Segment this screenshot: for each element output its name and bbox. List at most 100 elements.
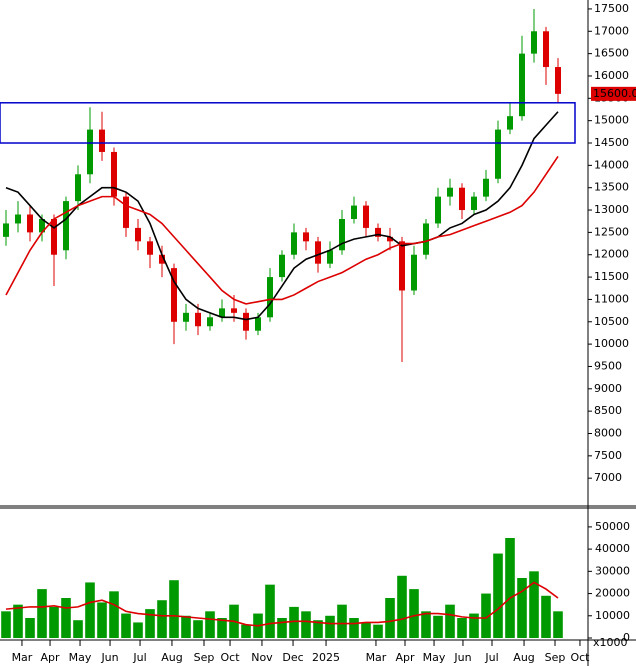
x-tick-label: Oct	[570, 651, 590, 664]
y-tick-label: 7000	[594, 471, 622, 484]
volume-bar	[445, 604, 455, 638]
candle-body	[447, 187, 453, 197]
candle-body	[15, 214, 21, 224]
candle-body	[231, 308, 237, 313]
candle-body	[255, 317, 261, 331]
y-tick-label: 8000	[594, 426, 622, 439]
x-tick-label: Apr	[41, 651, 61, 664]
y-tick-label: 17500	[594, 2, 629, 15]
x-tick-label: Sep	[194, 651, 215, 664]
volume-bar	[361, 622, 371, 638]
volume-unit: x1000	[593, 636, 628, 649]
volume-bar	[457, 618, 467, 638]
candle-body	[435, 196, 441, 224]
volume-bar	[85, 582, 95, 638]
y-tick-label: 16500	[594, 47, 629, 60]
x-tick-label: Mar	[366, 651, 387, 664]
candle-body	[135, 227, 141, 242]
x-tick-label: Aug	[161, 651, 182, 664]
x-tick-label: Aug	[513, 651, 534, 664]
candle-body	[387, 236, 393, 242]
x-tick-label: Jun	[100, 651, 118, 664]
x-tick-label: Jul	[132, 651, 146, 664]
candle-body	[339, 218, 345, 251]
candle-body	[375, 227, 381, 237]
moving-average	[5, 155, 559, 305]
volume-bar	[337, 604, 347, 638]
volume-tick-label: 0	[623, 631, 630, 644]
x-tick-label: May	[69, 651, 92, 664]
volume-bar	[157, 600, 167, 638]
y-tick-label: 9500	[594, 359, 622, 372]
candle-body	[507, 116, 513, 130]
candle-body	[99, 129, 105, 152]
y-tick-label: 11500	[594, 270, 629, 283]
y-tick-label: 16000	[594, 69, 629, 82]
candle-body	[531, 31, 537, 54]
volume-bar	[373, 624, 383, 638]
volume-tick-label: 20000	[595, 587, 630, 600]
volume-bar	[133, 622, 143, 638]
x-tick-label: Oct	[221, 651, 241, 664]
y-tick-label: 12500	[594, 225, 629, 238]
price-zone	[0, 102, 576, 144]
volume-bar	[265, 584, 275, 638]
volume-bar	[121, 613, 131, 638]
volume-tick-label: 10000	[595, 609, 630, 622]
volume-bar	[277, 618, 287, 638]
candle-body	[543, 31, 549, 68]
volume-bar	[205, 611, 215, 638]
volume-bar	[61, 598, 71, 638]
volume-bar	[349, 618, 359, 638]
volume-bar	[481, 593, 491, 638]
candle-body	[471, 196, 477, 211]
y-tick-label: 10000	[594, 337, 629, 350]
candle-body	[63, 201, 69, 251]
candle-body	[159, 254, 165, 264]
y-tick-label: 7500	[594, 449, 622, 462]
volume-bar	[97, 602, 107, 638]
candle-body	[315, 241, 321, 264]
y-tick-label: 13500	[594, 181, 629, 194]
x-tick-label: 2025	[312, 651, 340, 664]
y-tick-label: 14000	[594, 158, 629, 171]
volume-bar	[529, 571, 539, 638]
volume-bar	[433, 615, 443, 638]
candle-body	[351, 205, 357, 219]
volume-bar	[1, 611, 11, 638]
candle-body	[327, 250, 333, 264]
x-tick-label: May	[423, 651, 446, 664]
last-price-box	[591, 86, 636, 101]
volume-bar	[241, 624, 251, 638]
volume-bar	[469, 613, 479, 638]
candle-body	[291, 232, 297, 255]
volume-bar	[541, 595, 551, 638]
candle-body	[555, 67, 561, 94]
y-tick-label: 10500	[594, 315, 629, 328]
y-tick-label: 15000	[594, 114, 629, 127]
candle-body	[459, 187, 465, 211]
candle-body	[495, 129, 501, 179]
candle-body	[207, 317, 213, 327]
volume-bar	[289, 606, 299, 638]
y-tick-label: 8500	[594, 404, 622, 417]
candle-body	[87, 129, 93, 175]
volume-bar	[301, 611, 311, 638]
volume-bar	[517, 578, 527, 638]
volume-bar	[145, 609, 155, 638]
x-tick-label: Jun	[453, 651, 471, 664]
volume-bar	[193, 620, 203, 638]
y-tick-label: 9000	[594, 382, 622, 395]
volume-bar	[421, 611, 431, 638]
candle-body	[3, 223, 9, 237]
volume-bar	[409, 589, 419, 638]
y-tick-label: 12000	[594, 248, 629, 261]
candle-body	[219, 308, 225, 318]
volume-bar	[73, 620, 83, 638]
y-tick-label: 17000	[594, 24, 629, 37]
volume-bar	[397, 575, 407, 638]
candle-body	[519, 53, 525, 117]
candle-body	[399, 241, 405, 291]
candle-body	[423, 223, 429, 255]
candle-body	[195, 312, 201, 327]
